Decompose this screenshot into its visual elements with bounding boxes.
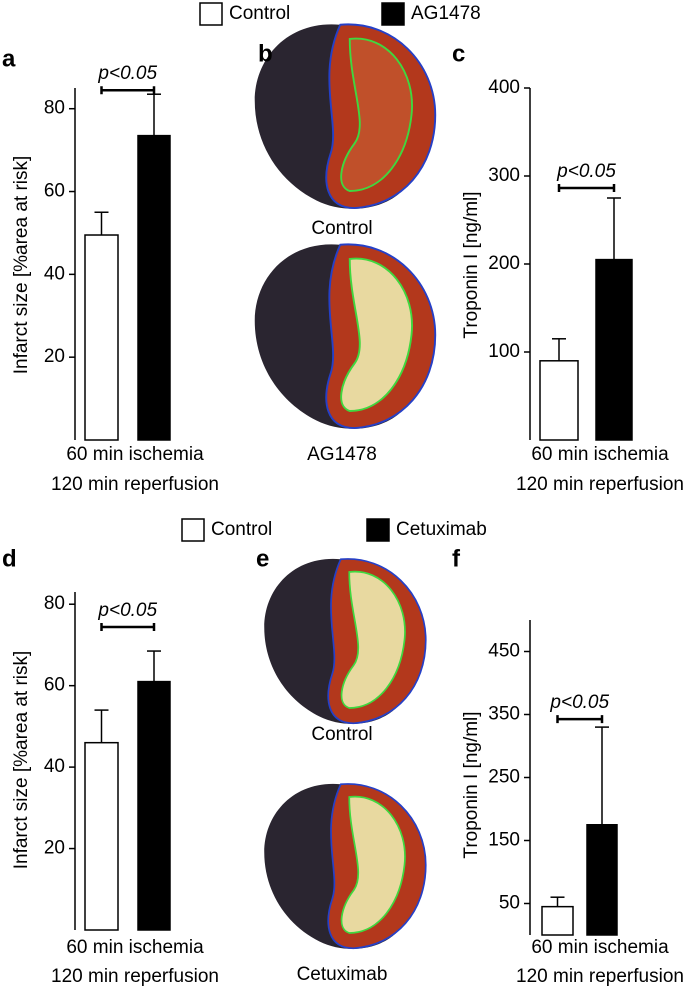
bar bbox=[137, 680, 171, 931]
legend-swatch bbox=[366, 518, 390, 542]
infarct-area bbox=[340, 795, 406, 934]
x-axis-label: 120 min reperfusion bbox=[51, 966, 219, 987]
bar bbox=[84, 234, 119, 441]
significance-label: p<0.05 bbox=[556, 161, 616, 182]
y-tick-label: 50 bbox=[499, 893, 520, 914]
y-tick-label: 40 bbox=[44, 263, 65, 284]
legend-swatch bbox=[199, 2, 223, 26]
bar bbox=[541, 905, 574, 936]
significance-label: p<0.05 bbox=[97, 600, 157, 621]
y-axis-label: Troponin I [ng/ml] bbox=[461, 711, 482, 858]
y-tick-label: 450 bbox=[488, 641, 520, 662]
legend-label: AG1478 bbox=[411, 3, 481, 24]
significance-bracket bbox=[100, 623, 156, 632]
panel-letter: d bbox=[2, 545, 17, 572]
x-axis-label: 120 min reperfusion bbox=[516, 966, 684, 987]
bar bbox=[586, 824, 618, 936]
y-tick-label: 200 bbox=[488, 253, 520, 274]
significance-bracket bbox=[557, 184, 616, 192]
y-tick-label: 100 bbox=[488, 341, 520, 362]
x-axis-label: 120 min reperfusion bbox=[51, 474, 219, 495]
heart-image bbox=[264, 558, 427, 725]
image-caption: Cetuximab bbox=[297, 964, 388, 985]
x-axis-label: 60 min ischemia bbox=[66, 444, 204, 465]
heart-image bbox=[254, 23, 437, 210]
bar bbox=[539, 360, 579, 441]
panel-letter: b bbox=[258, 40, 273, 67]
image-caption: AG1478 bbox=[307, 444, 377, 465]
x-axis-label: 60 min ischemia bbox=[531, 937, 669, 958]
y-tick-label: 40 bbox=[44, 756, 65, 777]
y-axis-label: Infarct size [%area at risk] bbox=[11, 651, 32, 870]
panel-letter: e bbox=[256, 545, 269, 572]
y-tick-label: 80 bbox=[44, 593, 65, 614]
y-tick-label: 80 bbox=[44, 98, 65, 119]
y-tick-label: 400 bbox=[488, 77, 520, 98]
y-tick-label: 20 bbox=[44, 838, 65, 859]
infarct-area bbox=[340, 257, 413, 412]
heart-image bbox=[264, 783, 427, 950]
infarct-area bbox=[340, 570, 406, 709]
panel-letter: c bbox=[452, 40, 465, 67]
y-tick-label: 350 bbox=[488, 704, 520, 725]
significance-bracket bbox=[556, 715, 604, 724]
x-axis-label: 120 min reperfusion bbox=[516, 474, 684, 495]
panel-letter: f bbox=[452, 545, 461, 572]
legend-swatch bbox=[181, 518, 205, 542]
heart-image bbox=[254, 243, 437, 430]
significance-label: p<0.05 bbox=[97, 63, 157, 84]
y-tick-label: 300 bbox=[488, 165, 520, 186]
y-tick-label: 150 bbox=[488, 830, 520, 851]
infarct-area bbox=[340, 37, 413, 192]
y-tick-label: 250 bbox=[488, 767, 520, 788]
bar bbox=[595, 258, 633, 441]
y-axis-label: Infarct size [%area at risk] bbox=[11, 156, 32, 375]
y-tick-label: 60 bbox=[44, 181, 65, 202]
y-tick-label: 20 bbox=[44, 346, 65, 367]
panel-letter: a bbox=[2, 45, 16, 72]
bar bbox=[137, 134, 171, 441]
significance-label: p<0.05 bbox=[549, 692, 609, 713]
legend-label: Control bbox=[229, 3, 290, 24]
x-axis-label: 60 min ischemia bbox=[66, 937, 204, 958]
y-axis-label: Troponin I [ng/ml] bbox=[461, 191, 482, 338]
significance-bracket bbox=[100, 86, 156, 95]
x-axis-label: 60 min ischemia bbox=[531, 444, 669, 465]
image-caption: Control bbox=[311, 724, 372, 745]
bar bbox=[84, 741, 119, 931]
image-caption: Control bbox=[311, 218, 372, 239]
legend-swatch bbox=[381, 2, 405, 26]
y-tick-label: 60 bbox=[44, 675, 65, 696]
legend-label: Cetuximab bbox=[396, 519, 487, 540]
legend-label: Control bbox=[211, 519, 272, 540]
